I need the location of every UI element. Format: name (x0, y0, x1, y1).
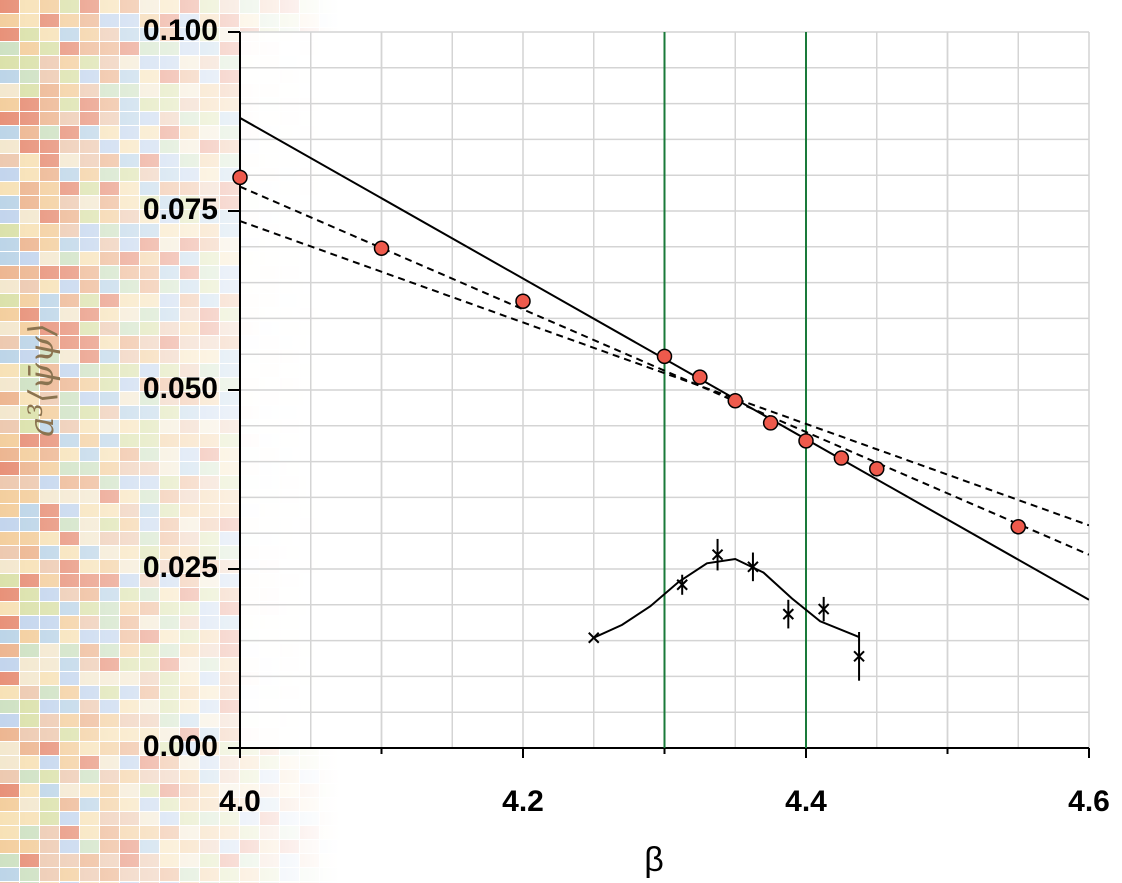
x-tick-label: 4.0 (219, 785, 261, 818)
cross-marker (817, 603, 830, 615)
data-point (1010, 519, 1026, 535)
y-tick-label: 0.025 (143, 551, 218, 584)
y-tick-label: 0.100 (143, 14, 218, 47)
line (240, 220, 1089, 527)
line (240, 185, 1089, 556)
y-axis-label: a³⟨ψ̄ψ⟩ (22, 323, 62, 437)
data-point (762, 415, 779, 431)
cross-marker (711, 548, 724, 561)
data-point (692, 369, 708, 385)
cross-marker (853, 650, 865, 663)
y-tick-label: 0.075 (143, 193, 218, 226)
plot-area: 4.0 4.2 4.4 4.6 0.000 0.025 0.050 0.075 0.100 (143, 14, 1110, 818)
x-tick-label: 4.2 (502, 785, 544, 818)
line (593, 557, 860, 639)
y-tick-label: 0.000 (143, 730, 218, 763)
data-point (869, 461, 885, 477)
data-point (833, 450, 850, 466)
y-tick-label: 0.050 (143, 372, 218, 405)
data-point (798, 433, 814, 449)
cross-marker (782, 608, 795, 620)
x-tick-label: 4.6 (1068, 785, 1110, 818)
data-point (373, 240, 390, 256)
x-axis-label: β (644, 841, 664, 879)
cross-marker (676, 579, 688, 591)
data-point (727, 392, 743, 409)
data-point (656, 348, 673, 365)
data-point (515, 293, 531, 309)
x-tick-label: 4.4 (785, 785, 827, 818)
cross-marker (747, 561, 759, 573)
cross-marker (588, 632, 600, 644)
data-point (232, 169, 248, 186)
